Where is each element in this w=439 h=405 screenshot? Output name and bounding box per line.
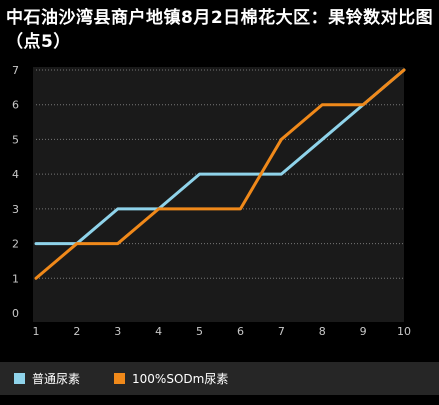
- y-tick-label-4: 4: [12, 168, 19, 181]
- x-tick-label-7: 8: [319, 325, 326, 338]
- chart-title: 中石油沙湾县商户地镇8月2日棉花大区：果铃数对比图（点5）: [6, 8, 434, 52]
- y-tick-label-2: 2: [12, 238, 19, 251]
- series-line-0: [34, 68, 406, 246]
- legend-swatch-1: [114, 373, 126, 384]
- x-tick-label-8: 9: [360, 325, 367, 338]
- legend-label-0: 普通尿素: [32, 372, 81, 386]
- x-tick-label-1: 2: [73, 325, 80, 338]
- axis-labels: 0 1 2 3 4 5 6 7 1 2 3 4 5 6 7 8 9 10: [12, 64, 411, 338]
- series-line-1: [34, 68, 406, 280]
- series-lines: [34, 68, 406, 280]
- y-tick-label-1: 1: [12, 272, 19, 285]
- y-tick-label-7: 7: [12, 64, 19, 77]
- legend-item-1[interactable]: 100%SODm尿素: [114, 370, 228, 387]
- x-tick-label-3: 4: [155, 325, 162, 338]
- x-tick-label-5: 6: [237, 325, 244, 338]
- y-tick-label-5: 5: [12, 133, 19, 146]
- line-chart: 0 1 2 3 4 5 6 7 1 2 3 4 5 6 7 8 9 10: [12, 64, 411, 338]
- x-tick-label-4: 5: [196, 325, 203, 338]
- y-tick-label-6: 6: [12, 99, 19, 112]
- x-tick-label-9: 10: [397, 325, 411, 338]
- x-tick-label-6: 7: [278, 325, 285, 338]
- x-tick-label-2: 3: [114, 325, 121, 338]
- y-tick-label-0: 0: [12, 307, 19, 320]
- legend-label-1: 100%SODm尿素: [132, 372, 229, 386]
- y-tick-label-3: 3: [12, 203, 19, 216]
- plot-area: [33, 67, 404, 322]
- x-tick-label-0: 1: [33, 325, 40, 338]
- legend: 普通尿素 100%SODm尿素: [0, 362, 439, 395]
- legend-swatch-0: [14, 373, 25, 384]
- legend-item-0[interactable]: 普通尿素: [14, 370, 80, 387]
